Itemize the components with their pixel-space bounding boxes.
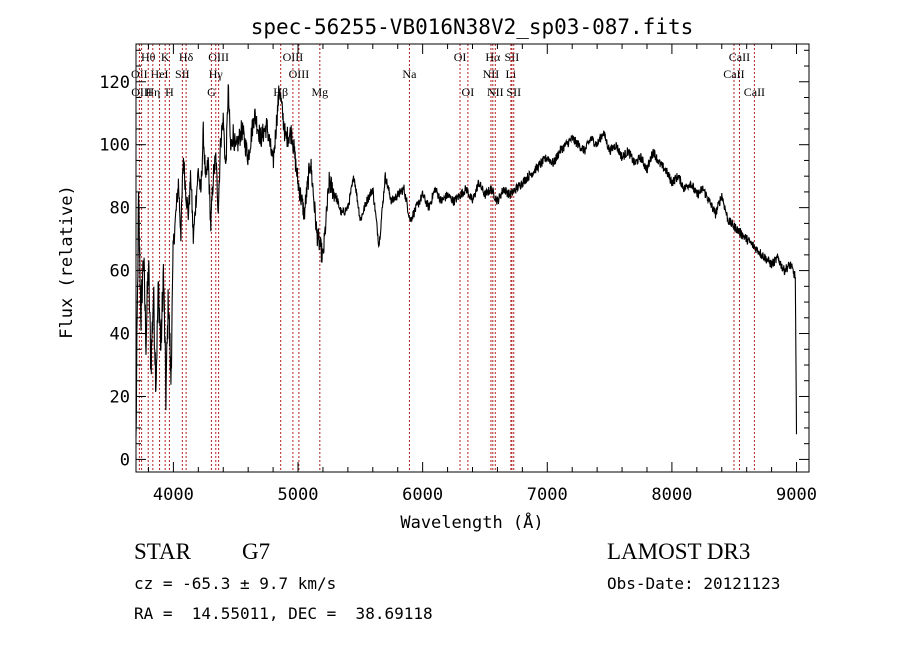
- line-label-21: NII: [487, 85, 504, 99]
- line-label-24: SII: [506, 85, 521, 99]
- y-axis-label: Flux (relative): [57, 185, 77, 339]
- line-label-0: Hθ: [141, 50, 156, 64]
- line-label-22: SII: [505, 50, 520, 64]
- line-label-4: HeI: [151, 67, 169, 81]
- line-label-12: OIII: [283, 50, 304, 64]
- line-label-8: H: [165, 85, 174, 99]
- spectrum-line: [135, 84, 798, 437]
- line-label-25: CaII: [729, 50, 750, 64]
- line-label-9: OIII: [208, 50, 229, 64]
- x-tick-label-2: 6000: [402, 485, 443, 505]
- line-label-11: G: [207, 85, 216, 99]
- line-label-16: Na: [402, 67, 417, 81]
- line-label-10: Hγ: [209, 67, 224, 81]
- y-tick-label-0: 0: [120, 450, 130, 470]
- y-tick-label-5: 100: [99, 136, 130, 156]
- line-label-3: K: [161, 50, 170, 64]
- x-axis-label: Wavelength (Å): [400, 511, 543, 533]
- x-tick-label-5: 9000: [776, 485, 817, 505]
- y-axis: 0 20 40 60 80 100 120: [99, 49, 809, 470]
- line-label-27: CaII: [744, 85, 765, 99]
- observation-date: Obs-Date: 20121123: [607, 574, 781, 593]
- y-tick-label-1: 20: [110, 387, 130, 407]
- line-label-13: OIII: [289, 67, 310, 81]
- line-label-26: CaII: [723, 67, 744, 81]
- line-label-14: Hβ: [273, 85, 288, 99]
- x-tick-label-3: 7000: [527, 485, 568, 505]
- x-tick-label-0: 4000: [153, 485, 194, 505]
- x-tick-label-1: 5000: [278, 485, 319, 505]
- coordinates: RA = 14.55011, DEC = 38.69118: [134, 604, 433, 623]
- x-axis: 4000 5000 6000 7000 8000 9000: [147, 44, 817, 505]
- chart-title: spec-56255-VB016N38V2_sp03-087.fits: [251, 15, 694, 39]
- y-tick-label-3: 60: [110, 262, 130, 282]
- x-tick-label-4: 8000: [651, 485, 692, 505]
- line-label-18: OI: [462, 85, 475, 99]
- y-tick-label-2: 40: [110, 325, 130, 345]
- line-label-23: Li: [506, 67, 517, 81]
- redshift-velocity: cz = -65.3 ± 9.7 km/s: [134, 574, 337, 593]
- line-label-1: OII: [131, 67, 148, 81]
- line-label-5: Hη: [145, 85, 160, 99]
- line-label-17: OI: [454, 50, 467, 64]
- object-class: STAR: [134, 539, 191, 564]
- survey-name: LAMOST DR3: [607, 539, 751, 564]
- line-label-20: NII: [483, 67, 500, 81]
- y-tick-label-6: 120: [99, 73, 130, 93]
- line-label-19: Hα: [485, 50, 501, 64]
- line-label-15: Mg: [311, 85, 328, 99]
- line-label-6: Hδ: [179, 50, 194, 64]
- object-subclass: G7: [242, 539, 271, 564]
- line-label-7: SII: [175, 67, 190, 81]
- plot-frame: [135, 43, 810, 473]
- y-tick-label-4: 80: [110, 199, 130, 219]
